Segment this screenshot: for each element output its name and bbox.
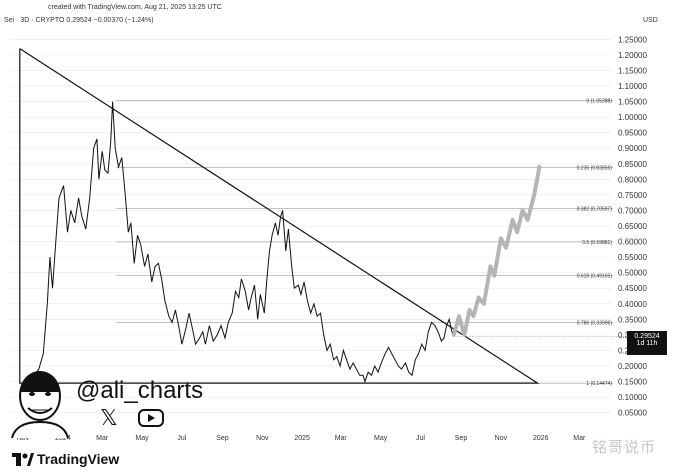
- tradingview-mark-icon: [12, 453, 34, 466]
- x-tick-label: Mar: [335, 435, 348, 442]
- y-tick-label: 1.10000: [618, 82, 647, 91]
- y-tick-label: 0.60000: [618, 238, 647, 247]
- y-tick-label: 0.05000: [618, 409, 647, 418]
- x-tick-label: May: [135, 435, 149, 442]
- x-tick-label: Mar: [96, 435, 109, 442]
- youtube-icon[interactable]: [138, 409, 164, 427]
- fib-level-label: 0.5 (0.59881): [582, 240, 612, 246]
- x-tick-label: Jul: [416, 435, 425, 442]
- y-tick-label: 0.90000: [618, 144, 647, 153]
- fib-level-label: 0.786 (0.33906): [577, 321, 613, 327]
- x-tick-label: 2024: [55, 435, 71, 442]
- price-series: [31, 101, 627, 384]
- y-tick-label: 0.15000: [618, 378, 647, 387]
- price-line: [31, 101, 455, 384]
- symbol-legend[interactable]: Sei · 3D · CRYPTO 0.29524 −0.00370 (−1.2…: [4, 17, 154, 24]
- y-tick-label: 0.85000: [618, 160, 647, 169]
- last-price-value: 0.29524: [634, 333, 660, 340]
- y-tick-label: 0.50000: [618, 269, 647, 278]
- y-tick-label: 1.25000: [618, 35, 647, 44]
- projection-path: [451, 164, 542, 337]
- y-tick-label: 0.75000: [618, 191, 647, 200]
- fib-level-label: 0.236 (0.83856): [577, 165, 613, 171]
- author-handle: @ali_charts: [76, 377, 204, 404]
- x-tick-label: Nov: [256, 435, 269, 442]
- tradingview-logo[interactable]: TradingView: [12, 451, 119, 467]
- fib-level-label: 0.382 (0.70597): [577, 207, 613, 213]
- x-tick-label: Jul: [177, 435, 186, 442]
- avatar-illustration: [11, 371, 69, 438]
- x-tick-label: 2025: [294, 435, 310, 442]
- price-grid: [10, 39, 612, 413]
- y-tick-label: 0.45000: [618, 284, 647, 293]
- y-tick-label: 1.05000: [618, 98, 647, 107]
- y-tick-label: 0.70000: [618, 206, 647, 215]
- x-tick-label: 2026: [533, 435, 549, 442]
- fib-level-label: 0.618 (0.49165): [577, 273, 613, 279]
- x-logo-icon[interactable]: 𝕏: [100, 405, 118, 430]
- y-tick-label: 0.95000: [618, 129, 647, 138]
- x-tick-label: Sep: [216, 435, 229, 442]
- descending-triangle: [19, 48, 540, 384]
- y-tick-label: 0.35000: [618, 315, 647, 324]
- tradingview-brand: TradingView: [37, 451, 120, 467]
- y-tick-label: 1.15000: [618, 66, 647, 75]
- last-price-tag: 0.29524 1d 11h: [627, 331, 667, 355]
- currency-label: USD: [643, 17, 658, 24]
- watermark: 铭哥说币: [591, 439, 656, 456]
- triangle-outline: [19, 48, 540, 384]
- x-tick-label: Nov: [17, 435, 30, 442]
- fib-level-label: 1 (0.14474): [586, 381, 612, 387]
- created-caption: created with TradingView.com, Aug 21, 20…: [48, 4, 222, 11]
- price-axis: 1.25000 1.20000 1.15000 1.10000 1.05000 1.000…: [618, 35, 647, 417]
- x-tick-label: Mar: [573, 435, 586, 442]
- y-tick-label: 0.80000: [618, 175, 647, 184]
- y-tick-label: 1.20000: [618, 51, 647, 60]
- footer-bar: TradingView 铭哥说币: [0, 439, 680, 474]
- time-axis: Nov 2024 Mar May Jul Sep Nov 2025 Mar May Jul Sep No…: [17, 435, 586, 442]
- x-tick-label: May: [374, 435, 388, 442]
- fibonacci-retracement: 0 (1.05288) 0.236 (0.83856) 0.382 (0.70597…: [116, 99, 613, 387]
- bar-countdown: 1d 11h: [636, 340, 658, 347]
- y-tick-label: 0.65000: [618, 222, 647, 231]
- price-chart: 0 (1.05288) 0.236 (0.83856) 0.382 (0.70597…: [10, 35, 647, 442]
- x-tick-label: Nov: [495, 435, 508, 442]
- y-tick-label: 0.10000: [618, 393, 647, 402]
- x-tick-label: Sep: [455, 435, 468, 442]
- y-tick-label: 1.00000: [618, 113, 647, 122]
- y-tick-label: 0.40000: [618, 300, 647, 309]
- fib-level-label: 0 (1.05288): [586, 99, 612, 105]
- y-tick-label: 0.55000: [618, 253, 647, 262]
- y-tick-label: 0.20000: [618, 362, 647, 371]
